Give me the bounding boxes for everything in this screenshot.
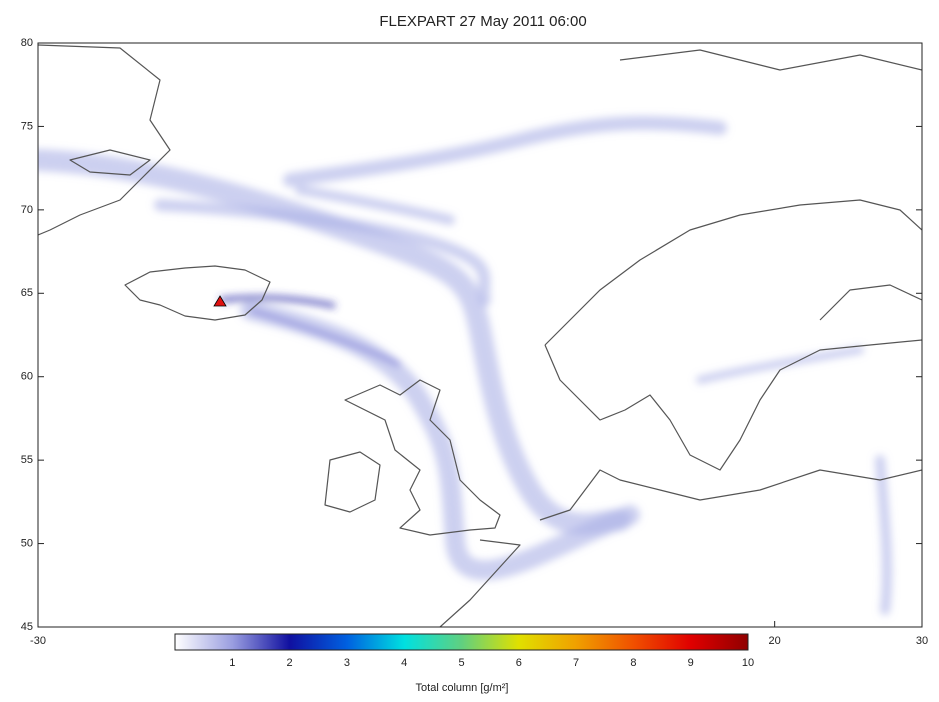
colorbar-tick-label: 7 [573,657,579,669]
coastlines [38,44,922,627]
y-tick-label: 75 [21,120,33,132]
colorbar-tick-label: 5 [458,657,464,669]
colorbar-tick-label: 4 [401,657,407,669]
y-tick-label: 55 [21,454,33,466]
y-tick-label: 80 [21,37,33,49]
colorbar-tick-label: 6 [516,657,522,669]
y-tick-label: 70 [21,204,33,216]
ash-plume [38,116,893,615]
colorbar-tick-label: 1 [229,657,235,669]
x-tick-label: 30 [916,635,928,647]
colorbar-tick-label: 2 [287,657,293,669]
colorbar-label: Total column [g/m²] [416,682,509,694]
colorbar-tick-label: 9 [688,657,694,669]
colorbar [174,633,749,651]
y-tick-label: 45 [21,621,33,633]
y-tick-label: 65 [21,287,33,299]
plot-frame [37,42,923,628]
volcano-marker [213,295,227,307]
x-tick-label: 20 [769,635,781,647]
y-tick-label: 50 [21,537,33,549]
map-title: FLEXPART 27 May 2011 06:00 [379,13,586,30]
colorbar-tick-label: 10 [742,657,754,669]
colorbar-tick-label: 3 [344,657,350,669]
colorbar-tick-label: 8 [630,657,636,669]
y-tick-label: 60 [21,371,33,383]
x-tick-label: -30 [30,635,46,647]
map-area [38,44,922,627]
